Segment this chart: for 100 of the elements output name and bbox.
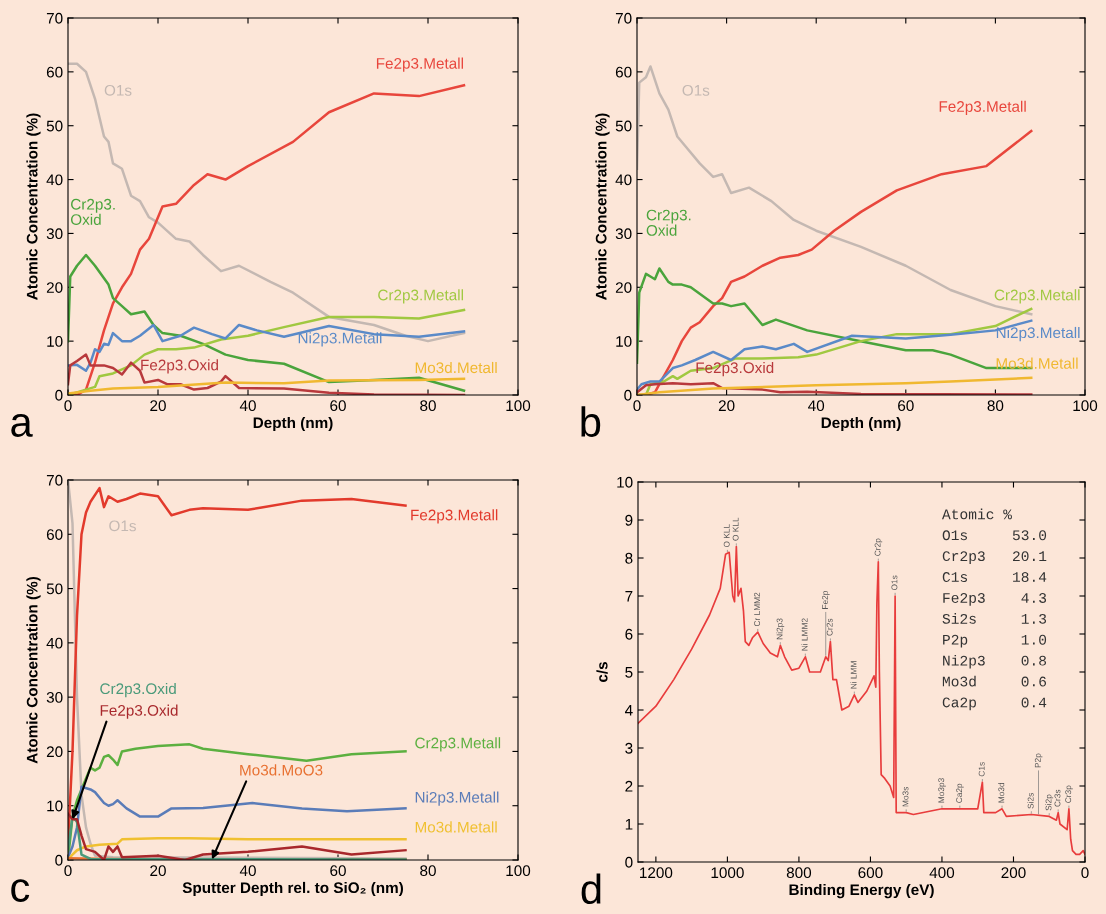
x-tick-label: 80 xyxy=(420,865,436,877)
x-tick-label: 60 xyxy=(330,865,346,877)
y-tick-label: 60 xyxy=(46,529,63,540)
annotation: O KLL xyxy=(732,517,739,541)
annotation: Mo3p3 xyxy=(938,778,946,803)
text: O1s xyxy=(109,520,136,532)
annotation: Mo3d xyxy=(998,782,1005,803)
x-tick-label: 20 xyxy=(718,400,735,412)
x-tick-label: 20 xyxy=(150,865,166,877)
y-tick-label: 40 xyxy=(46,637,63,649)
x-tick-label: 40 xyxy=(808,400,825,412)
x-tick-label: 800 xyxy=(786,867,812,879)
x-tick-label: 100 xyxy=(506,865,531,877)
annotation: Atomic % xyxy=(941,508,1012,520)
x-axis-title: Sputter Depth rel. to SiO₂ (nm) xyxy=(182,881,404,897)
y-tick-label: 8 xyxy=(625,552,633,564)
annotation: Si2p xyxy=(1045,794,1054,811)
y-tick-label: 50 xyxy=(46,583,63,595)
x-axis-title: Depth (nm) xyxy=(821,416,901,432)
text: Fe2p3.Oxid xyxy=(100,704,178,719)
y-tick-label: 6 xyxy=(625,628,633,640)
y-tick-label: 3 xyxy=(625,742,633,754)
y-tick-label: 70 xyxy=(615,12,632,24)
series-label: Mo3d.Metall xyxy=(415,821,497,833)
series-label: Fe2p3.Metall xyxy=(939,100,1026,115)
x-tick-label: 200 xyxy=(1001,867,1026,879)
y-tick-label: 10 xyxy=(47,336,63,347)
annotation: C1s 18.4 xyxy=(942,572,1047,583)
y-axis-title: Atomic Concentration (%) xyxy=(595,113,610,300)
y-tick-label: 40 xyxy=(46,174,63,186)
x-tick-label: 1000 xyxy=(711,867,744,879)
x-tick-label: 60 xyxy=(330,400,346,412)
x-tick-label: 100 xyxy=(1073,400,1098,412)
x-tick-label: 1200 xyxy=(640,867,673,879)
y-tick-label: 9 xyxy=(625,514,633,526)
y-tick-label: 30 xyxy=(46,692,63,703)
x-tick-label: 40 xyxy=(239,400,256,412)
series-label: Fe2p3.Oxid xyxy=(141,359,218,374)
y-tick-label: 0 xyxy=(624,389,632,401)
x-tick-label: 60 xyxy=(898,400,914,412)
text: a xyxy=(11,414,33,437)
series-label: Ni2p3.Metall xyxy=(298,332,382,347)
annotation: Cr3s xyxy=(1054,789,1061,807)
series-label: Fe2p3.Metall xyxy=(376,57,463,72)
annotation: C1s xyxy=(978,762,985,777)
y-tick-label: 30 xyxy=(615,228,632,240)
x-tick-label: 600 xyxy=(858,867,883,879)
x-tick-label: 400 xyxy=(929,867,955,879)
x-tick-label: 80 xyxy=(987,400,1004,412)
annotation: Si2s xyxy=(1027,793,1034,809)
series-label: Fe2p3.Oxid xyxy=(696,361,774,377)
text: Cr2p3.Oxid xyxy=(100,682,176,698)
annotation: Ca2p 0.4 xyxy=(942,697,1047,711)
y-tick-label: 10 xyxy=(617,476,633,488)
y-tick-label: 60 xyxy=(615,66,632,78)
annotation: Cr2p xyxy=(874,538,883,556)
y-tick-label: 0 xyxy=(55,389,63,401)
y-tick-label: 10 xyxy=(616,336,632,347)
y-tick-label: 40 xyxy=(615,174,632,186)
annotation: P2p 1.0 xyxy=(943,634,1047,648)
annotation: Mo3d 0.6 xyxy=(942,675,1047,687)
y-tick-label: 20 xyxy=(46,282,63,293)
y-tick-label: 0 xyxy=(55,854,63,866)
y-tick-label: 0 xyxy=(625,856,633,868)
x-tick-label: 80 xyxy=(420,400,436,412)
y-tick-label: 1 xyxy=(625,819,633,830)
y-axis-title: Atomic Concentration (%) xyxy=(26,113,41,300)
series-label: Cr2p3.Metall xyxy=(378,289,463,304)
text: d xyxy=(581,873,601,905)
x-axis-title: Depth (nm) xyxy=(253,416,333,432)
text: b xyxy=(581,406,601,437)
x-tick-label: 0 xyxy=(64,400,72,412)
series-label: Ni2p3.Metall xyxy=(415,791,499,806)
annotation: Ni LMM xyxy=(850,661,857,689)
series-label: O1s xyxy=(682,84,710,96)
annotation: Cr3p xyxy=(1065,785,1073,803)
x-tick-label: 20 xyxy=(150,400,166,412)
x-tick-label: 0 xyxy=(1081,867,1089,879)
y-tick-label: 50 xyxy=(615,120,632,132)
y-tick-label: 20 xyxy=(46,746,63,758)
annotation: Ni LMM2 xyxy=(801,618,808,651)
text: Cr2p3. Oxid xyxy=(70,198,115,226)
annotation: Cr LMM2 xyxy=(754,592,761,627)
x-axis-title: Binding Energy (eV) xyxy=(789,883,934,899)
y-axis-title: Atomic Concentration (%) xyxy=(26,576,41,764)
annotation: Ca2p xyxy=(956,783,964,803)
series-label: Ni2p3.Metall xyxy=(996,326,1080,342)
series-label: Mo3d.Metall xyxy=(996,357,1078,369)
series-label: Cr2p3.Metall xyxy=(415,737,501,752)
x-tick-label: 0 xyxy=(633,400,641,412)
y-tick-label: 7 xyxy=(625,591,633,602)
y-axis-title: c/s xyxy=(596,662,608,683)
text: Cr2p3. Oxid xyxy=(646,209,691,236)
annotation: O1s 53.0 xyxy=(942,530,1047,541)
annotation: Ni2p3 0.8 xyxy=(943,654,1047,669)
y-tick-label: 4 xyxy=(624,705,633,716)
annotation: Cr2p3 20.1 xyxy=(942,551,1047,564)
series-label: Fe2p3.Metall xyxy=(411,509,498,524)
text: c xyxy=(11,879,30,903)
x-tick-label: 40 xyxy=(239,865,256,877)
